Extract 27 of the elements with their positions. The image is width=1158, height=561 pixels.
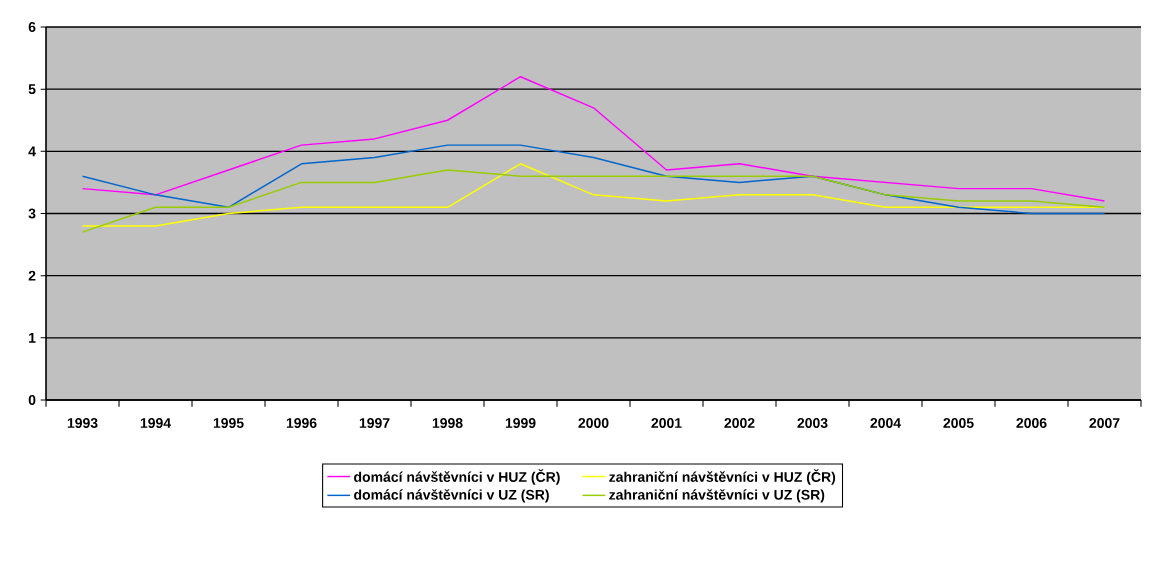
x-tick-label: 2000 bbox=[578, 418, 609, 428]
x-tick-label: 2003 bbox=[797, 418, 828, 428]
x-tick-label: 1996 bbox=[286, 418, 317, 428]
x-tick-label: 2006 bbox=[1016, 418, 1047, 428]
y-tick-label: 5 bbox=[28, 84, 36, 95]
x-tick-label: 1999 bbox=[505, 418, 536, 428]
x-tick-label: 2001 bbox=[651, 418, 682, 428]
y-tick-label: 1 bbox=[29, 333, 36, 343]
line-series bbox=[81, 144, 1106, 215]
x-tick-label: 1993 bbox=[67, 418, 98, 428]
x-tick-label: 1998 bbox=[432, 418, 463, 428]
x-tick-label: 2002 bbox=[724, 418, 755, 428]
x-tick-label: 1994 bbox=[140, 418, 171, 428]
y-tick-label: 3 bbox=[28, 208, 36, 219]
legend-label: zahraniční návštěvníci v UZ (SR) bbox=[609, 489, 825, 503]
legend-label: domácí návštěvníci v UZ (SR) bbox=[354, 489, 549, 503]
x-tick-label: 2005 bbox=[943, 418, 974, 428]
x-tick-label: 2007 bbox=[1089, 418, 1120, 428]
y-tick-label: 4 bbox=[28, 146, 36, 157]
y-tick-label: 0 bbox=[28, 395, 36, 405]
y-tick-label: 6 bbox=[28, 22, 36, 32]
x-tick-label: 1995 bbox=[213, 418, 244, 428]
x-tick-label: 2004 bbox=[870, 418, 901, 428]
y-tick-label: 2 bbox=[28, 270, 36, 281]
legend-label: zahraniční návštěvníci v HUZ (ČR) bbox=[609, 469, 836, 485]
legend-label: domácí návštěvníci v HUZ (ČR) bbox=[354, 469, 560, 485]
x-tick-label: 1997 bbox=[359, 418, 390, 428]
